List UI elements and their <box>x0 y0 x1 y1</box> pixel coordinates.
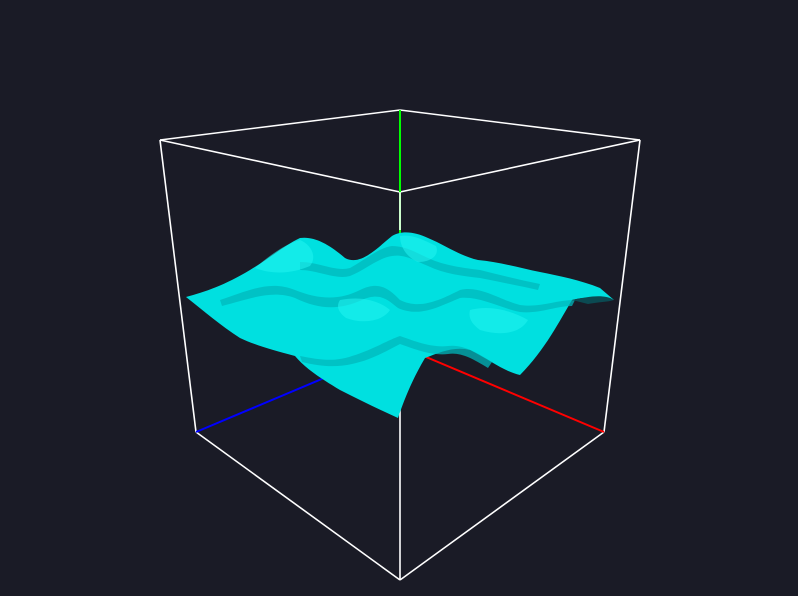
bounding-box-edge <box>159 109 401 141</box>
surface-highlight <box>400 235 437 262</box>
bounding-box-edge <box>399 431 605 581</box>
bounding-box-edge <box>399 139 641 193</box>
surface-body <box>186 232 614 418</box>
surface-edge-shadow <box>572 296 614 304</box>
surface-highlight <box>255 240 314 273</box>
surface-highlight <box>338 298 390 322</box>
surface-ridge <box>220 285 575 313</box>
surface-mesh[interactable] <box>186 232 614 418</box>
bounding-box-edge <box>159 139 401 193</box>
bounding-box-edge <box>159 139 197 433</box>
surface-ridge <box>300 336 492 368</box>
surface-highlight <box>469 308 528 334</box>
bounding-box-edge <box>195 431 401 581</box>
x-axis <box>399 345 605 433</box>
bounding-box-edge <box>399 109 641 141</box>
bounding-box-edge <box>603 139 641 433</box>
